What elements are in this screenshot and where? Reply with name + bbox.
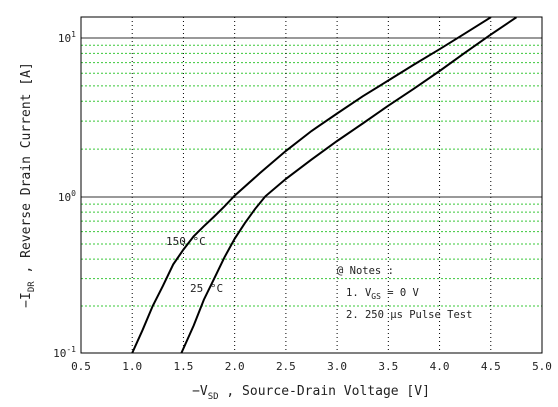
notes-box: @ Notes : 1. VGS = 0 V 2. 250 μs Pulse T… [337, 265, 472, 321]
x-tick-label: 3.0 [327, 360, 347, 373]
x-tick-label: 1.5 [174, 360, 194, 373]
series-layer [131, 17, 517, 353]
series-label-150c: 150 °C [166, 235, 206, 248]
x-tick-label: 1.0 [122, 360, 142, 373]
x-tick-label: 4.5 [481, 360, 501, 373]
y-axis-label: −IDR , Reverse Drain Current [A] [19, 62, 37, 308]
notes-line-1: 1. VGS = 0 V [346, 287, 420, 301]
notes-line-2: 2. 250 μs Pulse Test [346, 309, 472, 321]
y-tick-labels: 10-1 100 101 [53, 30, 76, 360]
notes-title: @ Notes : [337, 265, 394, 277]
y-tick-label: 10-1 [53, 345, 76, 360]
x-tick-labels: 0.5 1.0 1.5 2.0 2.5 3.0 3.5 4.0 4.5 5.0 [71, 360, 552, 373]
series-line-0 [131, 17, 492, 353]
grid [81, 17, 542, 353]
x-tick-label: 2.5 [276, 360, 296, 373]
series-label-25c: 25 °C [190, 282, 223, 295]
x-tick-label: 2.0 [225, 360, 245, 373]
x-tick-label: 3.5 [378, 360, 398, 373]
y-tick-label: 100 [58, 189, 76, 204]
series-line-1 [180, 17, 517, 353]
y-tick-label: 101 [58, 30, 76, 45]
x-tick-label: 5.0 [532, 360, 552, 373]
x-tick-label: 4.0 [430, 360, 450, 373]
x-axis-label: −VSD , Source-Drain Voltage [V] [192, 384, 430, 402]
plot-frame [80, 16, 543, 354]
x-tick-label: 0.5 [71, 360, 91, 373]
plot-background [81, 17, 542, 353]
